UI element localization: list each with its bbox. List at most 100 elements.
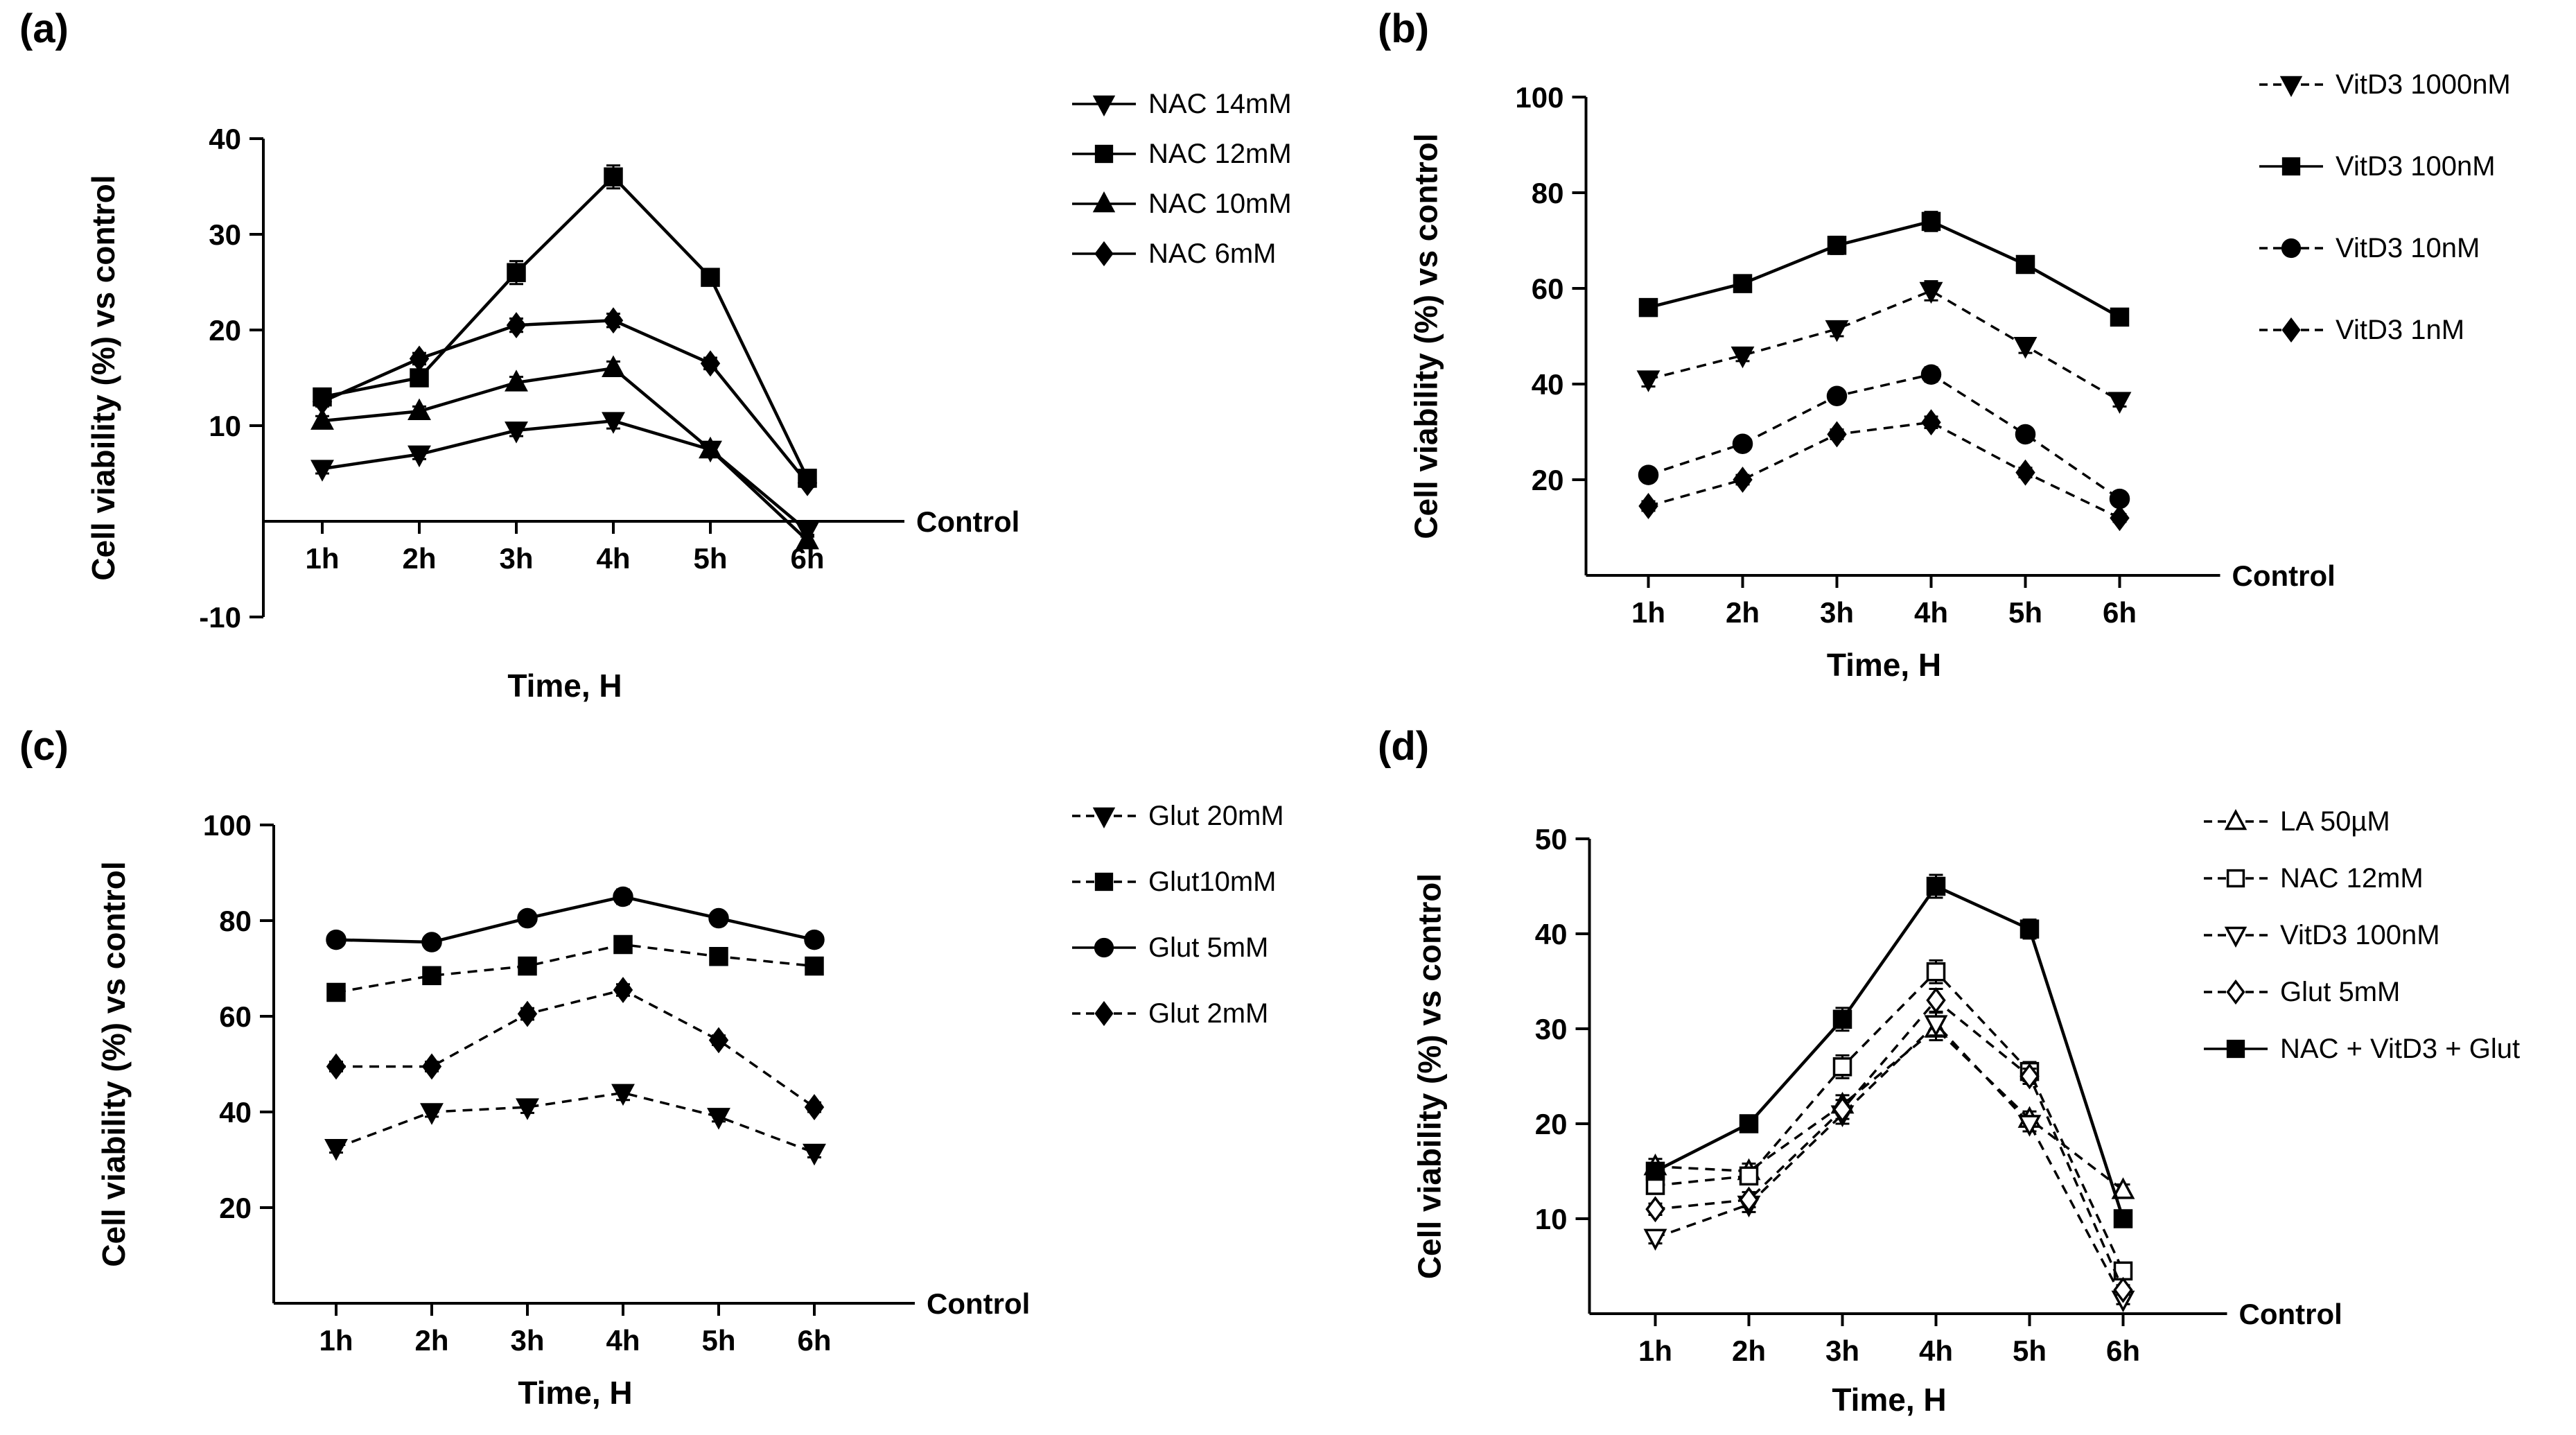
legend-item: Glut 5mM	[2202, 977, 2520, 1007]
legend-item: LA 50µM	[2202, 806, 2520, 837]
svg-text:Time, H: Time, H	[507, 668, 622, 704]
svg-text:10: 10	[1535, 1203, 1568, 1235]
svg-text:3h: 3h	[1825, 1334, 1859, 1367]
square-marker-icon	[2259, 157, 2323, 176]
panel-c: (c) 20 40 60 80 100 Control 1h 2h 3h 4h 5h 6h Time, …	[0, 718, 1288, 1435]
svg-text:5h: 5h	[2013, 1334, 2047, 1367]
svg-text:-10: -10	[199, 601, 241, 634]
svg-text:Control: Control	[2239, 1298, 2342, 1330]
triangle-up-marker-icon	[2204, 809, 2268, 830]
legend-label: NAC 6mM	[1148, 238, 1277, 269]
svg-text:20: 20	[1532, 464, 1564, 496]
svg-text:10: 10	[209, 410, 241, 442]
svg-text:Control: Control	[927, 1287, 1030, 1320]
circle-marker-icon	[1072, 937, 1136, 958]
legend-item: Glut 20mM	[1071, 801, 1284, 831]
chart-d: 10 20 30 40 50 Control 1h 2h 3h 4h 5h 6h Time, H Cell…	[1412, 823, 2342, 1418]
svg-text:Cell viability (%) vs control: Cell viability (%) vs control	[1408, 133, 1444, 539]
svg-text:Cell viability (%) vs control: Cell viability (%) vs control	[96, 861, 132, 1267]
square-marker-icon	[1072, 144, 1136, 164]
svg-text:40: 40	[1532, 368, 1564, 401]
svg-text:100: 100	[203, 809, 252, 842]
legend-label: Glut10mM	[1148, 866, 1277, 897]
panel-b: (b) 20 40 60 80 100 Control 1h 2h 3h 4h 5h 6h Time, …	[1288, 0, 2576, 718]
legend-label: NAC 14mM	[1148, 88, 1292, 119]
square-marker-icon	[1072, 872, 1136, 892]
legend-item: VitD3 100nM	[2202, 920, 2520, 950]
triangle-down-marker-icon	[1072, 807, 1136, 828]
svg-text:30: 30	[209, 218, 241, 251]
square-marker-icon	[2204, 1039, 2268, 1059]
legend-item: VitD3 100nM	[2258, 151, 2511, 182]
svg-text:20: 20	[209, 314, 241, 347]
legend-item: Glut 5mM	[1071, 932, 1284, 963]
panel-label-d: (d)	[1378, 724, 1430, 769]
svg-text:2h: 2h	[1732, 1334, 1766, 1367]
circle-marker-icon	[2259, 238, 2323, 259]
legend-item: VitD3 1000nM	[2258, 69, 2511, 100]
svg-text:1h: 1h	[1631, 596, 1665, 629]
legend-item: NAC 12mM	[2202, 863, 2520, 894]
legend-item: Glut10mM	[1071, 867, 1284, 897]
legend-label: NAC 10mM	[1148, 188, 1292, 219]
legend-b: VitD3 1000nM VitD3 100nM VitD3 10nM VitD3 1…	[2258, 69, 2511, 345]
svg-text:5h: 5h	[693, 542, 727, 575]
legend-item: NAC + VitD3 + Glut	[2202, 1034, 2520, 1064]
triangle-down-marker-icon	[1072, 95, 1136, 116]
svg-text:20: 20	[1535, 1108, 1568, 1140]
triangle-up-marker-icon	[1072, 191, 1136, 213]
legend-label: Glut 5mM	[2280, 976, 2401, 1007]
diamond-marker-icon	[2204, 979, 2268, 1005]
svg-text:3h: 3h	[510, 1324, 544, 1357]
svg-text:40: 40	[219, 1096, 252, 1129]
svg-text:6h: 6h	[797, 1324, 831, 1357]
legend-label: VitD3 1000nM	[2336, 69, 2511, 100]
legend-label: NAC 12mM	[2280, 862, 2424, 894]
legend-label: VitD3 100nM	[2336, 150, 2496, 182]
svg-text:30: 30	[1535, 1013, 1568, 1045]
panel-label-b: (b)	[1378, 6, 1430, 51]
svg-text:Control: Control	[2232, 559, 2336, 592]
svg-text:6h: 6h	[2103, 596, 2137, 629]
legend-item: NAC 10mM	[1071, 189, 1292, 219]
svg-text:Time, H: Time, H	[1832, 1382, 1946, 1418]
svg-text:3h: 3h	[1820, 596, 1854, 629]
svg-text:60: 60	[219, 1000, 252, 1033]
legend-item: VitD3 10nM	[2258, 233, 2511, 263]
panel-label-c: (c)	[19, 724, 69, 769]
legend-item: NAC 12mM	[1071, 139, 1292, 169]
svg-text:1h: 1h	[1638, 1334, 1672, 1367]
diamond-marker-icon	[1072, 241, 1136, 267]
svg-text:2h: 2h	[402, 542, 436, 575]
svg-text:1h: 1h	[319, 1324, 353, 1357]
legend-label: VitD3 1nM	[2336, 314, 2465, 345]
legend-label: VitD3 100nM	[2280, 919, 2440, 950]
svg-text:80: 80	[1532, 177, 1564, 209]
svg-text:60: 60	[1532, 272, 1564, 305]
legend-label: VitD3 10nM	[2336, 232, 2480, 263]
legend-label: Glut 5mM	[1148, 932, 1269, 963]
legend-d: LA 50µM NAC 12mM VitD3 100nM Glut 5mM NAC + …	[2202, 806, 2520, 1064]
svg-text:1h: 1h	[305, 542, 339, 575]
legend-c: Glut 20mM Glut10mM Glut 5mM Glut 2mM	[1071, 801, 1284, 1029]
svg-text:4h: 4h	[1914, 596, 1948, 629]
legend-item: Glut 2mM	[1071, 998, 1284, 1029]
svg-text:Cell viability (%) vs control: Cell viability (%) vs control	[1412, 873, 1448, 1279]
triangle-down-marker-icon	[2204, 926, 2268, 948]
svg-text:80: 80	[219, 905, 252, 937]
chart-b: 20 40 60 80 100 Control 1h 2h 3h 4h 5h 6h Time, H Cel…	[1408, 81, 2336, 683]
svg-text:3h: 3h	[499, 542, 533, 575]
chart-c: 20 40 60 80 100 Control 1h 2h 3h 4h 5h 6h Time, H Cel…	[96, 809, 1030, 1411]
svg-text:4h: 4h	[606, 1324, 640, 1357]
legend-label: LA 50µM	[2280, 806, 2390, 837]
legend-item: NAC 14mM	[1071, 89, 1292, 119]
legend-label: NAC 12mM	[1148, 138, 1292, 169]
legend-a: NAC 14mM NAC 12mM NAC 10mM NAC 6mM	[1071, 89, 1292, 269]
svg-text:4h: 4h	[1919, 1334, 1953, 1367]
legend-item: VitD3 1nM	[2258, 315, 2511, 345]
svg-text:100: 100	[1515, 81, 1563, 114]
svg-text:Cell viability (%) vs control: Cell viability (%) vs control	[85, 175, 121, 580]
legend-label: Glut 2mM	[1148, 998, 1269, 1029]
